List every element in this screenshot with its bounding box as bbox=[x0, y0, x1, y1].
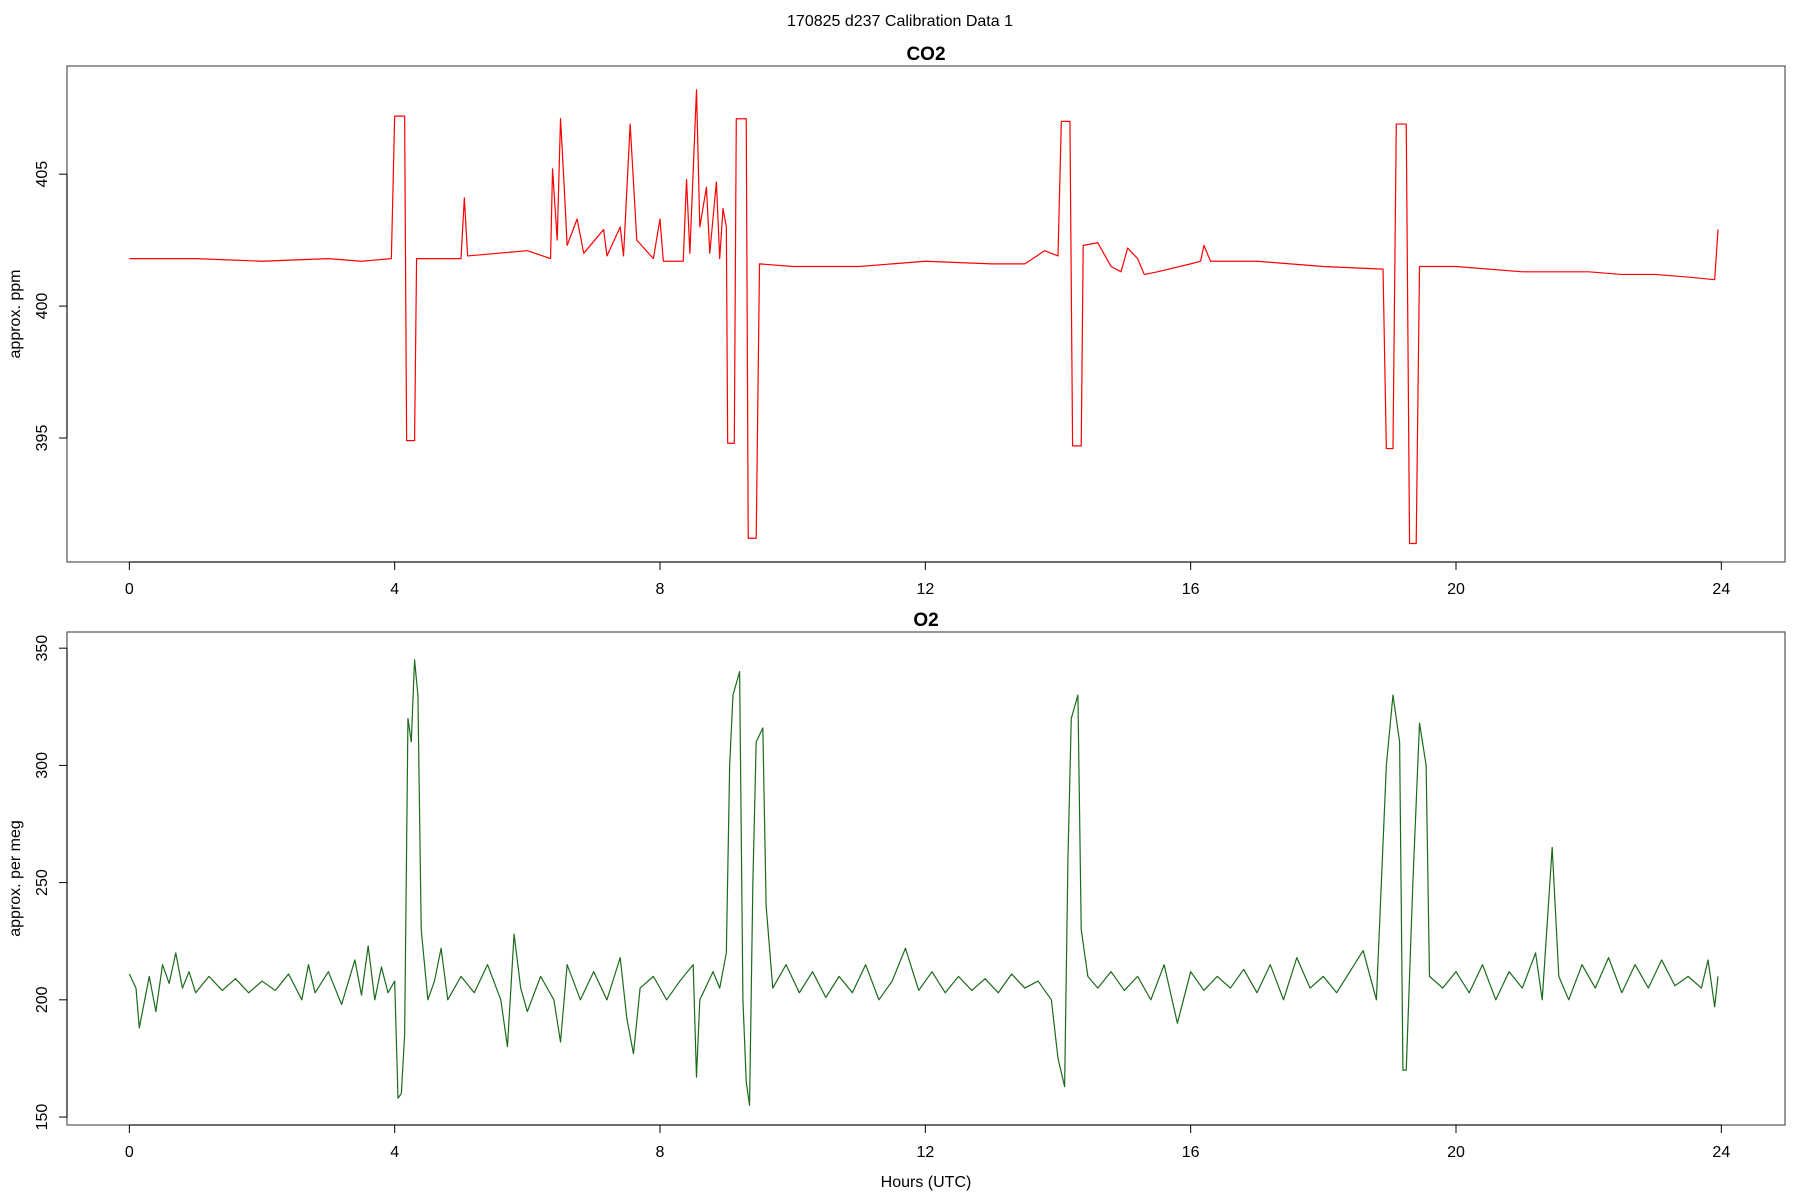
plot-frame bbox=[66, 65, 1786, 563]
x-tick-label: 20 bbox=[1447, 581, 1465, 598]
y-tick-label: 250 bbox=[34, 869, 51, 896]
x-tick-label: 24 bbox=[1712, 581, 1730, 598]
y-tick-label: 150 bbox=[34, 1104, 51, 1131]
chart-title: CO2 bbox=[906, 44, 945, 65]
x-tick-label: 4 bbox=[390, 1144, 399, 1161]
y-tick-label: 350 bbox=[34, 635, 51, 662]
x-tick-label: 12 bbox=[916, 581, 934, 598]
y-axis-label: approx. ppm bbox=[7, 270, 24, 359]
x-tick-label: 12 bbox=[916, 1144, 934, 1161]
y-tick-label: 395 bbox=[34, 425, 51, 452]
chart-title: O2 bbox=[913, 610, 938, 631]
x-tick-label: 0 bbox=[125, 1144, 134, 1161]
y-tick-label: 200 bbox=[34, 986, 51, 1013]
page-title: 170825 d237 Calibration Data 1 bbox=[787, 13, 1013, 30]
x-tick-label: 20 bbox=[1447, 1144, 1465, 1161]
data-line bbox=[128, 659, 1719, 1106]
x-tick-label: 16 bbox=[1182, 581, 1200, 598]
x-axis-label: Hours (UTC) bbox=[881, 1174, 972, 1191]
x-tick-label: 24 bbox=[1712, 1144, 1730, 1161]
data-line bbox=[129, 89, 1719, 545]
x-tick-label: 4 bbox=[390, 581, 399, 598]
x-tick-label: 8 bbox=[656, 1144, 665, 1161]
y-tick-label: 300 bbox=[34, 752, 51, 779]
x-tick-label: 0 bbox=[125, 581, 134, 598]
x-tick-label: 16 bbox=[1182, 1144, 1200, 1161]
y-axis-label: approx. per meg bbox=[7, 820, 24, 937]
plot-frame bbox=[66, 631, 1786, 1126]
y-tick-label: 400 bbox=[34, 293, 51, 320]
x-tick-label: 8 bbox=[656, 581, 665, 598]
y-tick-label: 405 bbox=[34, 161, 51, 188]
